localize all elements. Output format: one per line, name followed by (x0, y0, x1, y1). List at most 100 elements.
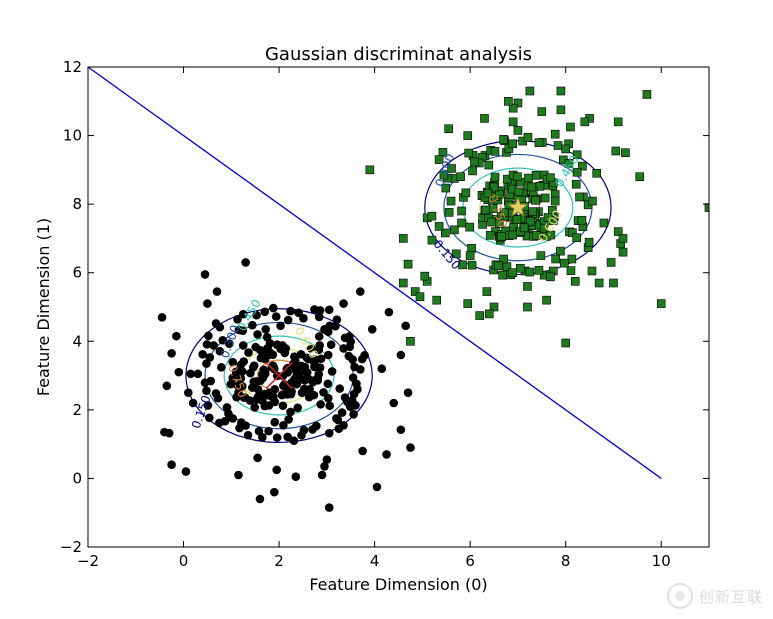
point-circle-133 (291, 372, 301, 382)
point-square-218 (410, 287, 420, 296)
point-circle-130 (253, 384, 263, 394)
point-square-194 (465, 222, 474, 232)
point-square-213 (566, 122, 575, 132)
x-axis-label: Feature Dimension (0) (309, 575, 487, 594)
point-square-190 (572, 233, 581, 243)
point-square-116 (508, 230, 517, 240)
point-circle-256 (188, 398, 198, 408)
point-circle-205 (258, 432, 267, 442)
point-square-196 (508, 139, 517, 149)
point-circle-125 (236, 374, 246, 383)
point-circle-242 (160, 427, 169, 437)
point-circle-120 (258, 373, 268, 383)
point-square-185 (536, 251, 546, 260)
point-square-136 (450, 225, 459, 235)
point-square-223 (570, 276, 580, 286)
point-circle-18 (306, 344, 316, 353)
point-square-242 (403, 259, 413, 269)
point-circle-86 (232, 392, 241, 402)
point-square-37 (540, 193, 550, 203)
point-circle-60 (309, 390, 319, 400)
point-square-214 (537, 107, 547, 116)
point-square-110 (546, 230, 556, 240)
point-square-184 (464, 148, 474, 158)
point-square-217 (621, 148, 630, 158)
point-square-153 (575, 192, 584, 202)
point-square-251 (504, 96, 513, 106)
point-square-119 (513, 172, 522, 182)
point-circle-267 (358, 446, 367, 456)
point-circle-264 (320, 462, 329, 471)
point-square-157 (441, 228, 450, 238)
point-square-245 (642, 90, 652, 99)
point-circle-48 (316, 400, 325, 409)
point-square-199 (588, 196, 597, 206)
point-circle-254 (372, 482, 382, 492)
point-circle-22 (244, 348, 253, 357)
point-square-201 (465, 251, 475, 260)
point-circle-208 (202, 340, 212, 349)
point-square-181 (467, 260, 477, 270)
point-circle-139 (258, 396, 267, 405)
point-circle-217 (324, 305, 334, 315)
point-square-221 (489, 302, 499, 312)
point-circle-255 (324, 503, 334, 512)
point-square-193 (468, 166, 477, 176)
point-circle-232 (200, 270, 210, 279)
point-circle-85 (228, 373, 238, 383)
plot-frame (87, 66, 710, 548)
point-square-117 (528, 207, 538, 216)
point-circle-128 (315, 363, 325, 372)
point-square-197 (484, 160, 494, 170)
point-circle-100 (265, 339, 275, 348)
point-circle-259 (212, 287, 222, 296)
y-tick-label-7: 12 (63, 58, 82, 76)
point-square-164 (564, 159, 574, 168)
point-circle-251 (384, 307, 394, 317)
point-square-183 (551, 254, 560, 264)
point-square-198 (494, 261, 503, 271)
point-square-231 (594, 278, 604, 288)
point-circle-201 (312, 421, 321, 431)
point-circle-202 (211, 319, 221, 328)
point-circle-234 (272, 465, 281, 475)
point-circle-172 (202, 386, 211, 395)
point-circle-122 (233, 381, 242, 390)
point-square-107 (512, 215, 522, 224)
point-circle-216 (352, 379, 361, 389)
y-tick-label-3: 4 (72, 332, 82, 350)
y-tick-label-5: 8 (72, 195, 82, 213)
point-square-159 (571, 179, 581, 189)
point-square-80 (531, 196, 540, 205)
point-square-244 (704, 203, 709, 212)
point-square-124 (458, 260, 467, 270)
point-circle-221 (211, 389, 221, 398)
point-circle-211 (310, 305, 319, 314)
point-square-229 (513, 98, 523, 108)
point-circle-200 (205, 413, 214, 423)
point-circle-198 (272, 433, 282, 442)
point-square-254 (613, 117, 623, 127)
point-square-67 (490, 172, 500, 182)
point-circle-118 (313, 373, 323, 383)
point-square-101 (497, 232, 506, 242)
point-square-149 (534, 266, 544, 275)
point-circle-89 (270, 397, 280, 407)
point-circle-83 (286, 407, 295, 417)
x-tick-label-3: 4 (370, 552, 380, 570)
point-circle-269 (234, 470, 243, 480)
point-circle-257 (403, 388, 413, 398)
point-circle-183 (264, 426, 273, 436)
y-tick-label-6: 10 (63, 127, 82, 145)
point-square-219 (613, 227, 623, 236)
point-square-128 (553, 141, 563, 150)
point-circle-223 (270, 417, 280, 427)
point-square-162 (516, 263, 525, 273)
point-circle-218 (243, 430, 253, 440)
point-circle-77 (249, 361, 259, 370)
point-circle-29 (325, 401, 335, 411)
point-square-95 (494, 219, 504, 228)
point-square-125 (550, 129, 560, 139)
point-square-225 (611, 146, 621, 156)
point-square-24 (485, 231, 495, 240)
